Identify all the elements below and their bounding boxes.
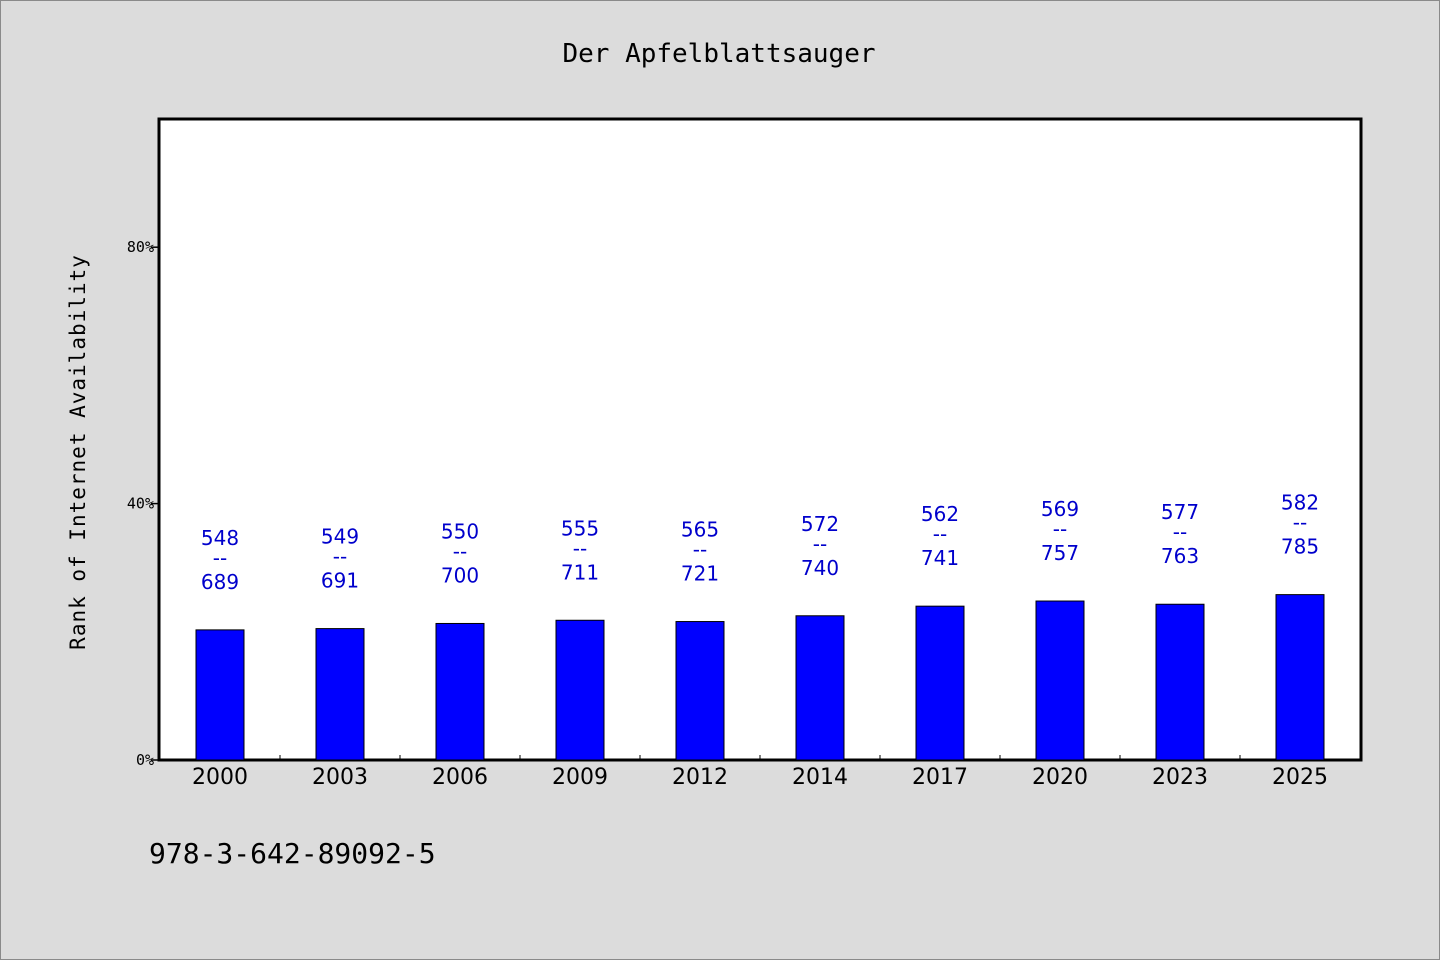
data-label-separator: -- [1173,520,1187,544]
data-label-bottom: 785 [1281,535,1319,559]
bar [195,629,245,761]
bars [195,594,1325,761]
x-tick-label: 2025 [1272,765,1328,790]
x-tick-label: 2017 [912,765,968,790]
y-tick-label: 40% [127,495,154,513]
data-label-top: 572 [801,512,839,536]
bar [795,615,845,761]
x-tick-label: 2014 [792,765,848,790]
data-label-separator: -- [933,522,947,546]
data-label-bottom: 763 [1161,544,1199,568]
y-tick-label: 80% [127,238,154,256]
isbn-footer: 978-3-642-89092-5 [149,837,436,870]
x-axis-ticks: 2000 2003 2006 2009 2012 2014 2017 2020 2023 2025 [192,755,1328,790]
x-tick-label: 2000 [192,765,248,790]
data-label-bottom: 689 [201,570,239,594]
data-label-top: 582 [1281,491,1319,515]
data-label-top: 549 [321,525,359,549]
data-label-separator: -- [573,536,587,560]
x-tick-label: 2003 [312,765,368,790]
data-label-bottom: 757 [1041,541,1079,565]
data-label-bottom: 740 [801,556,839,580]
bar [1275,594,1325,761]
x-tick-label: 2020 [1032,765,1088,790]
bar [315,628,365,761]
data-label-separator: -- [453,539,467,563]
x-tick-label: 2009 [552,765,608,790]
data-label-top: 550 [441,519,479,543]
data-label-separator: -- [1293,511,1307,535]
bar [915,605,965,761]
data-label-bottom: 741 [921,546,959,570]
data-label-separator: -- [213,546,227,570]
data-label-bottom: 721 [681,562,719,586]
data-label-separator: -- [693,538,707,562]
data-label-bottom: 691 [321,569,359,593]
bar [1155,603,1205,761]
x-tick-label: 2023 [1152,765,1208,790]
bar [1035,600,1085,761]
data-label-top: 565 [681,518,719,542]
data-label-bottom: 700 [441,563,479,587]
data-label-bottom: 711 [561,560,599,584]
data-label-separator: -- [813,532,827,556]
x-tick-label: 2006 [432,765,488,790]
y-axis-ticks: 0% 40% 80% [127,238,159,769]
bar [555,619,605,761]
data-label-top: 577 [1161,500,1199,524]
data-labels: 548--689549--691550--700555--711565--721… [201,491,1319,594]
data-label-top: 562 [921,502,959,526]
data-label-separator: -- [333,545,347,569]
bar [675,621,725,761]
y-tick-label: 0% [136,751,154,769]
x-tick-label: 2012 [672,765,728,790]
bar [435,622,485,761]
data-label-top: 548 [201,526,239,550]
y-axis-label: Rank of Internet Availability [66,254,90,650]
data-label-top: 569 [1041,497,1079,521]
data-label-separator: -- [1053,517,1067,541]
chart-title: Der Apfelblattsauger [562,39,875,69]
data-label-top: 555 [561,516,599,540]
